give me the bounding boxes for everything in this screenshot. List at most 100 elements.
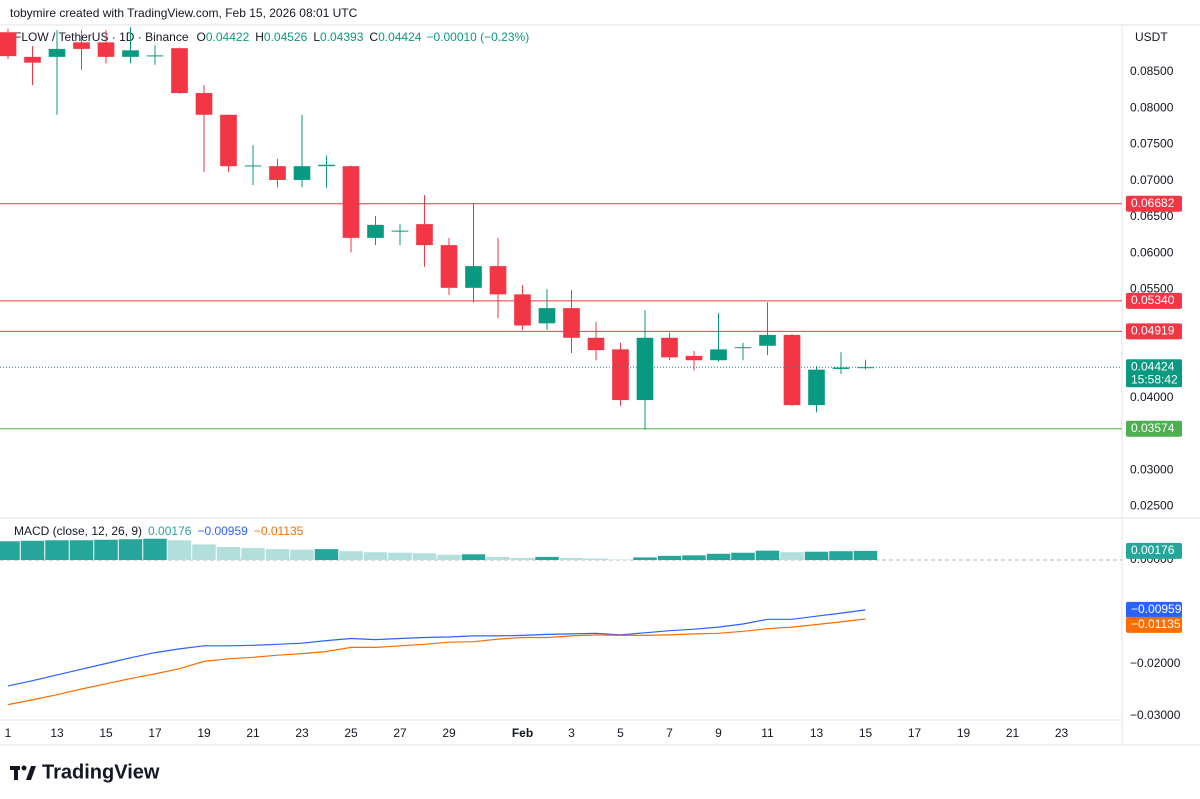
macd-legend: MACD (close, 12, 26, 9) 0.00176 −0.00959 −0…	[14, 524, 304, 538]
histogram-bar	[192, 544, 216, 561]
y-tick-label: −0.02000	[1130, 656, 1181, 670]
y-tick-label: 0.06500	[1130, 209, 1174, 223]
candle-body	[489, 266, 507, 295]
candle-body	[465, 266, 482, 288]
candle-body	[342, 166, 360, 238]
candle-body	[269, 166, 286, 180]
y-tick-label: 0.06000	[1130, 245, 1174, 259]
histogram-bar	[69, 540, 94, 561]
histogram-bar	[633, 557, 657, 561]
attribution: tobymire created with TradingView.com, F…	[10, 6, 358, 20]
x-tick-label: 9	[715, 726, 722, 740]
x-tick-label: 17	[908, 726, 922, 740]
ohlc-change: −0.00010 (−0.23%)	[426, 30, 529, 44]
y-tick-label: 0.08500	[1130, 64, 1174, 78]
ohlc-value: 0.04526	[264, 30, 308, 44]
histogram-bar	[510, 557, 535, 561]
histogram-bar	[584, 558, 608, 561]
histogram-bar	[388, 552, 412, 561]
x-tick-label: Feb	[512, 726, 533, 740]
x-tick-label: 21	[246, 726, 260, 740]
ohlc-key: H	[255, 30, 264, 44]
price-line-label: 0.05340	[1131, 293, 1175, 307]
candle-body	[710, 349, 727, 361]
candle-body	[73, 42, 90, 49]
candle-body	[857, 367, 874, 369]
candle-body	[612, 349, 629, 401]
x-tick-label: 23	[295, 726, 309, 740]
candle-body	[440, 245, 458, 288]
price-line-label: 0.04919	[1131, 324, 1175, 338]
histogram-bar	[265, 549, 290, 561]
histogram-bar	[20, 540, 45, 561]
legend-hist: 0.00176	[148, 524, 192, 538]
histogram-bar	[706, 553, 731, 561]
ohlc-value: 0.04422	[206, 30, 250, 44]
candle-body	[367, 224, 384, 238]
price-line-label: 0.03574	[1131, 421, 1175, 435]
candle-body	[416, 224, 433, 246]
series-label: −0.01135	[1131, 617, 1181, 631]
candle-body	[832, 367, 850, 369]
candle-body	[636, 337, 654, 401]
candle-body	[391, 230, 409, 232]
legend-value: −0.01135	[254, 524, 304, 538]
ohlc-key: C	[369, 30, 378, 44]
candle-body	[783, 334, 801, 406]
candle-body	[734, 347, 752, 349]
candle-body	[122, 50, 139, 57]
x-tick-label: 21	[1006, 726, 1020, 740]
candle-body	[808, 369, 825, 406]
candle-body	[587, 337, 605, 351]
histogram-bar	[45, 540, 69, 561]
histogram-bar	[339, 551, 363, 561]
histogram-bar	[143, 538, 167, 561]
x-tick-label: 17	[148, 726, 162, 740]
symbol-title: FLOW / TetherUS · 1D · Binance	[14, 30, 189, 44]
ohlc-key: O	[197, 30, 206, 44]
macd-line	[7, 618, 866, 706]
x-tick-label: 3	[568, 726, 575, 740]
candle-body	[195, 93, 213, 115]
countdown: 15:58:42	[1131, 372, 1178, 386]
series-label: −0.00959	[1131, 602, 1182, 616]
x-tick-label: 15	[99, 726, 113, 740]
price-line-label-bg	[1126, 195, 1182, 212]
histogram-bar	[94, 539, 118, 561]
x-tick-label: 23	[1055, 726, 1069, 740]
x-tick-label: 11	[761, 726, 774, 740]
candle-body	[171, 48, 188, 94]
x-tick-label: 19	[957, 726, 971, 740]
histogram-bar	[241, 548, 265, 561]
histogram-bar	[853, 550, 878, 561]
histogram-bar	[608, 559, 633, 561]
price-line-label: 0.06682	[1131, 196, 1175, 210]
price-line-label-bg	[1126, 323, 1182, 340]
histogram-bar	[657, 555, 682, 561]
symbol-header: FLOW / TetherUS · 1D · Binance O0.04422 H0…	[14, 30, 529, 44]
y-tick-label: 0.08000	[1130, 100, 1174, 114]
y-tick-label: 0.05500	[1130, 281, 1174, 295]
y-tick-label: 0.07500	[1130, 137, 1174, 151]
histogram-bar	[804, 551, 829, 561]
histogram-bar	[118, 539, 143, 561]
histogram-bar	[314, 549, 339, 561]
x-tick-label: 13	[50, 726, 64, 740]
ohlc-key: L	[313, 30, 320, 44]
x-tick-label: 5	[617, 726, 624, 740]
histogram-bar	[829, 551, 853, 561]
histogram-bar	[461, 554, 486, 561]
logo	[10, 765, 36, 780]
candle-body	[146, 55, 164, 57]
x-tick-label: 27	[393, 726, 407, 740]
candle-body	[244, 165, 262, 167]
x-tick-label: 25	[344, 726, 358, 740]
candle-body	[24, 56, 41, 63]
histogram-bar	[780, 552, 804, 561]
x-tick-label: 13	[810, 726, 824, 740]
hist-label-bg	[1126, 542, 1182, 559]
histogram-bar	[167, 540, 192, 561]
macd-line	[7, 609, 866, 687]
x-tick-label: 19	[197, 726, 211, 740]
